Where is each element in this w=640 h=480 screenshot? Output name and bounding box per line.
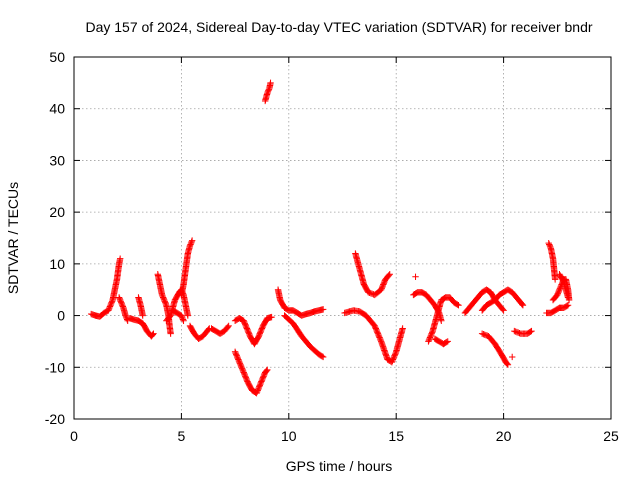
x-tick-label: 25 — [603, 428, 619, 444]
x-tick-label: 0 — [70, 428, 78, 444]
y-tick-label: -10 — [45, 359, 65, 375]
data-point — [225, 322, 232, 330]
y-tick-label: -20 — [45, 411, 65, 427]
y-tick-label: 20 — [49, 204, 65, 220]
data-point — [455, 302, 462, 309]
x-tick-label: 20 — [496, 428, 512, 444]
data-point — [179, 316, 187, 323]
data-point — [188, 237, 196, 244]
data-point — [318, 353, 326, 360]
data-point — [519, 302, 527, 309]
data-point — [564, 294, 572, 301]
y-tick-label: 40 — [49, 101, 65, 117]
data-point — [263, 367, 270, 374]
y-tick-label: 50 — [49, 49, 65, 65]
plot-area — [74, 57, 611, 419]
plot-frame — [73, 56, 612, 420]
y-axis-label: SDTVAR / TECUs — [5, 182, 21, 294]
data-point — [150, 330, 157, 337]
data-point — [399, 325, 406, 332]
data-point — [444, 338, 451, 345]
data-point — [319, 353, 327, 361]
y-tick-label: 30 — [49, 152, 65, 168]
data-point — [454, 301, 461, 308]
tick-labels: 0 5 10 15 20 25 -20 -10 0 10 20 30 40 50 — [45, 49, 619, 444]
data-point — [268, 313, 275, 321]
data-point — [188, 238, 195, 246]
x-tick-label: 15 — [388, 428, 404, 444]
ticks — [73, 56, 612, 420]
data-point — [528, 327, 535, 335]
x-tick-label: 10 — [281, 428, 297, 444]
data-point — [504, 361, 512, 368]
chart-title: Day 157 of 2024, Sidereal Day-to-day VTE… — [85, 19, 592, 35]
data-point — [438, 317, 445, 324]
data-point — [116, 255, 124, 262]
data-point — [319, 306, 327, 313]
data-point — [443, 338, 450, 346]
y-tick-label: 10 — [49, 256, 65, 272]
x-tick-label: 5 — [178, 428, 186, 444]
data-point — [519, 301, 526, 308]
data-point — [224, 323, 231, 331]
data-point — [508, 353, 516, 361]
data-point — [180, 317, 187, 324]
data-point — [386, 271, 393, 278]
data-point — [123, 316, 131, 323]
data-point — [551, 276, 559, 283]
data-point — [264, 366, 271, 374]
data-point — [385, 272, 393, 279]
data-point — [499, 306, 506, 313]
grid — [74, 57, 611, 419]
data-point — [139, 312, 146, 319]
data-point — [527, 328, 534, 335]
data-point — [149, 331, 156, 338]
y-tick-label: 0 — [57, 308, 65, 324]
data-point — [412, 273, 419, 280]
x-axis-label: GPS time / hours — [286, 458, 393, 474]
data-points — [87, 79, 573, 397]
data-point — [503, 360, 511, 368]
data-point — [564, 302, 572, 309]
data-point — [267, 79, 274, 87]
data-point — [167, 330, 174, 337]
data-point — [500, 307, 507, 314]
data-point — [184, 312, 192, 319]
data-point — [563, 302, 571, 310]
